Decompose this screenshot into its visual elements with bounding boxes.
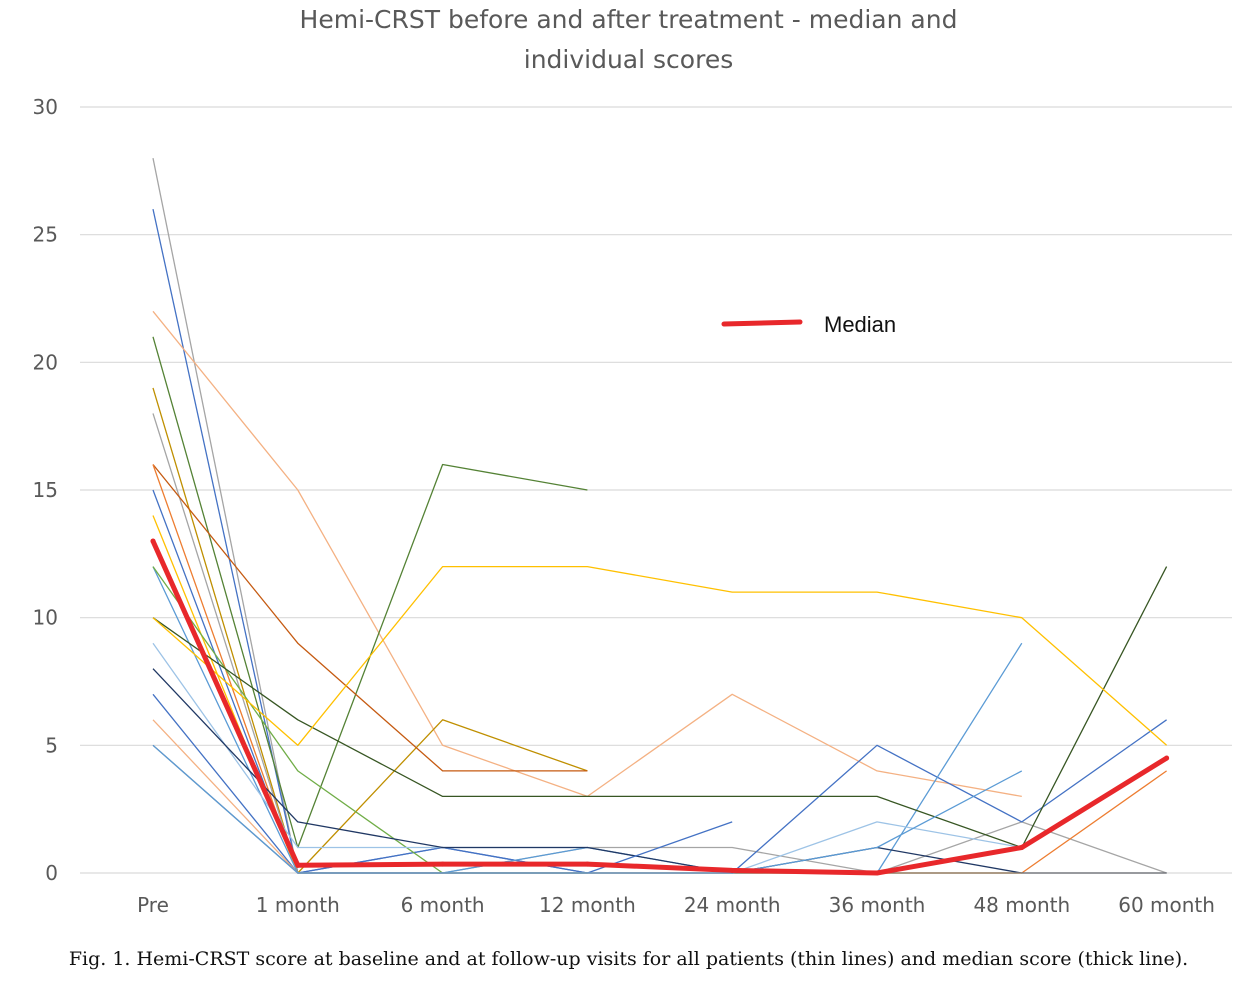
x-tick-label: 36 month	[829, 893, 926, 917]
x-tick-label: 6 month	[401, 893, 485, 917]
x-tick-label: 1 month	[256, 893, 340, 917]
median-point	[440, 861, 446, 867]
y-tick-label: 20	[33, 350, 58, 374]
median-series	[150, 538, 1170, 876]
legend-median-label: Median	[824, 312, 896, 337]
patient-series-line-9	[152, 489, 1167, 874]
median-point	[584, 861, 590, 867]
median-point	[1164, 755, 1170, 761]
patient-series-line-5	[152, 387, 588, 874]
x-tick-label: 24 month	[684, 893, 781, 917]
legend: Median	[721, 312, 896, 337]
median-point	[1019, 844, 1025, 850]
y-tick-label: 5	[45, 733, 58, 757]
patient-series-line-19	[152, 744, 1167, 874]
legend-median-swatch	[721, 319, 803, 327]
patient-series-lines	[152, 157, 1168, 874]
chart-title-line-1: Hemi-CRST before and after treatment - m…	[299, 5, 958, 34]
y-tick-label: 15	[33, 478, 58, 502]
y-tick-label: 0	[45, 861, 58, 885]
figure-caption: Fig. 1. Hemi-CRST score at baseline and …	[68, 948, 1189, 970]
chart-title: Hemi-CRST before and after treatment - m…	[0, 0, 1257, 80]
x-axis-tick-labels: Pre 1 month 6 month 12 month 24 month 36 mont…	[137, 893, 1215, 917]
patient-series-line-20	[152, 744, 1023, 874]
median-point	[150, 538, 156, 544]
chart-title-line-2: individual scores	[523, 45, 734, 74]
patient-series-line-16	[152, 668, 1167, 874]
y-tick-label: 10	[33, 606, 58, 630]
patient-series-line-14	[152, 565, 1168, 746]
y-tick-label: 30	[33, 95, 58, 119]
x-tick-label: Pre	[137, 893, 169, 917]
x-tick-label: 48 month	[973, 893, 1070, 917]
patient-series-line-13	[152, 566, 1168, 849]
patient-series-line-10	[152, 515, 1022, 874]
x-tick-label: 12 month	[539, 893, 636, 917]
patient-series-line-3	[152, 310, 1022, 798]
gridlines	[80, 106, 1232, 874]
y-tick-label: 25	[33, 223, 58, 247]
line-chart: 0 5 10 15 20 25 30 Pre 1 month 6 month 12 month 24…	[33, 95, 1232, 917]
median-point	[874, 870, 880, 876]
median-point	[729, 867, 735, 873]
patient-series-line-12	[152, 566, 588, 874]
median-point	[295, 862, 301, 868]
patient-series-line-7	[152, 464, 588, 772]
y-axis-tick-labels: 0 5 10 15 20 25 30	[33, 95, 58, 885]
x-tick-label: 60 month	[1118, 893, 1215, 917]
median-series-line	[150, 538, 1170, 876]
patient-series-line-6	[152, 413, 1167, 874]
patient-series-line-1	[152, 157, 588, 874]
patient-series-line-8	[152, 464, 1167, 874]
